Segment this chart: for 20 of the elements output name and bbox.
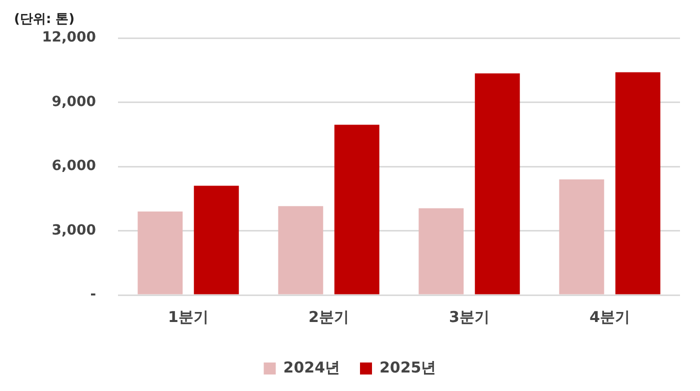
y-tick-label: 9,000 (52, 94, 96, 110)
x-tick-label: 4분기 (590, 308, 630, 326)
y-tick-label: 12,000 (42, 30, 96, 46)
x-tick-label: 2분기 (308, 308, 349, 326)
x-tick-label: 3분기 (449, 308, 490, 326)
legend-label: 2024년 (283, 358, 340, 376)
bar (615, 72, 660, 294)
bar (474, 73, 520, 294)
bar (559, 179, 604, 294)
y-tick-label: 3,000 (52, 222, 96, 238)
bar (138, 211, 183, 294)
y-axis-title: (단위: 톤) (14, 11, 75, 28)
bar (334, 124, 380, 294)
y-tick-label: 6,000 (52, 158, 96, 174)
x-tick-label: 1분기 (168, 308, 208, 326)
y-tick-label: - (90, 286, 96, 303)
bar (418, 208, 464, 294)
bar (194, 186, 239, 294)
bar (278, 206, 324, 294)
legend-label: 2025년 (380, 358, 436, 376)
